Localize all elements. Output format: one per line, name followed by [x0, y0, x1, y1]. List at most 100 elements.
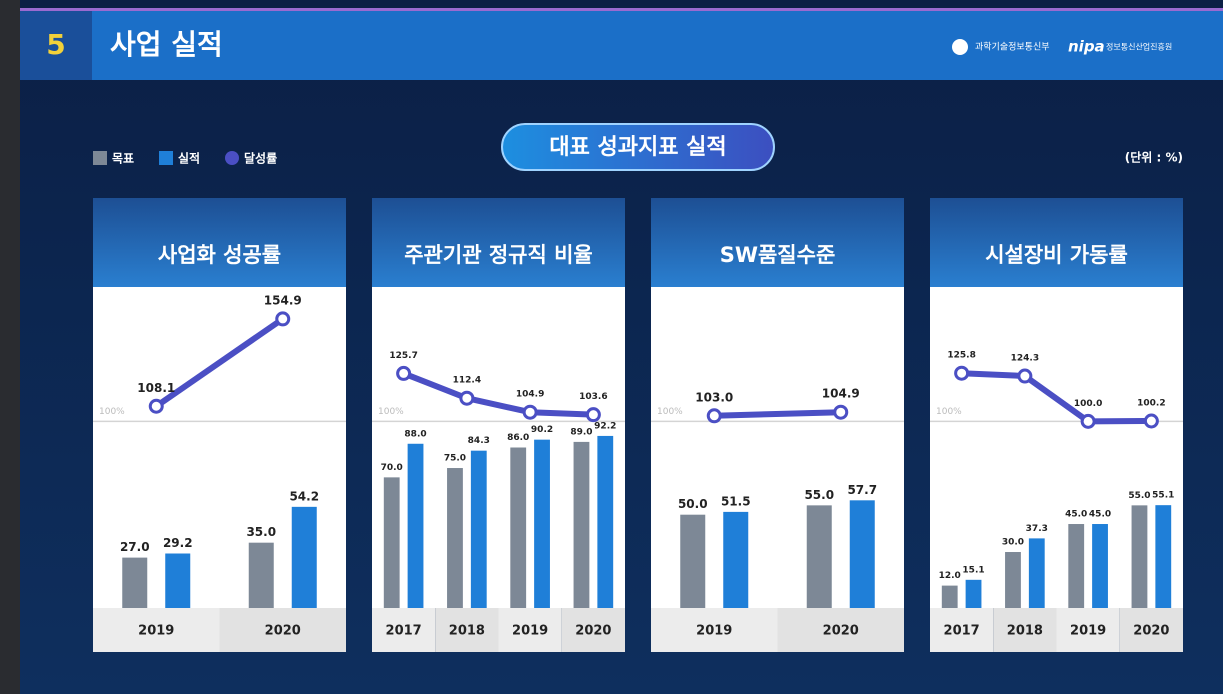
- bar: [122, 558, 147, 608]
- value-label: 86.0: [507, 433, 529, 443]
- panel-title: 사업화 성공률: [158, 243, 281, 267]
- x-tick-label: 2019: [696, 624, 732, 639]
- value-label: 154.9: [264, 293, 302, 307]
- value-label: 50.0: [678, 497, 708, 511]
- bar: [966, 580, 982, 608]
- x-tick-label: 2020: [823, 624, 859, 639]
- bar: [1155, 505, 1171, 608]
- x-tick-label: 2018: [449, 624, 485, 639]
- line-marker: [524, 406, 536, 418]
- value-label: 124.3: [1011, 354, 1039, 364]
- value-label: 54.2: [289, 489, 319, 503]
- bar: [408, 444, 424, 608]
- line-marker: [150, 400, 162, 412]
- value-label: 92.2: [594, 421, 616, 431]
- value-label: 55.0: [1128, 491, 1150, 501]
- bar: [292, 507, 317, 608]
- x-tick-label: 2017: [944, 624, 980, 639]
- bar: [597, 436, 613, 608]
- line-marker: [835, 406, 847, 418]
- bar: [249, 543, 274, 608]
- line-marker: [708, 410, 720, 422]
- logo-text: 과학기술정보통신부: [975, 42, 1050, 53]
- bar: [510, 448, 526, 609]
- x-tick-label: 2017: [386, 624, 422, 639]
- bar: [942, 586, 958, 608]
- value-label: 75.0: [444, 454, 466, 464]
- reference-label: 100%: [378, 407, 404, 417]
- line-marker: [956, 367, 968, 379]
- value-label: 103.0: [695, 390, 733, 404]
- line-marker: [277, 313, 289, 325]
- line-marker: [1082, 415, 1094, 427]
- value-label: 108.1: [137, 381, 175, 395]
- x-tick-label: 2020: [265, 624, 301, 639]
- bar: [807, 505, 832, 608]
- bar: [1005, 552, 1021, 608]
- value-label: 51.5: [721, 494, 751, 508]
- value-label: 57.7: [847, 483, 877, 497]
- bar: [1132, 505, 1148, 608]
- slide: 5 사업 실적 과학기술정보통신부 nipa 정보통신산업진흥원 대표 성과지표…: [0, 0, 1223, 694]
- legend-label: 실적: [178, 151, 200, 166]
- top-stripe: [20, 8, 1223, 11]
- line: [714, 412, 841, 416]
- x-tick-label: 2019: [512, 624, 548, 639]
- bar: [680, 515, 705, 608]
- value-label: 125.7: [389, 351, 417, 361]
- reference-label: 100%: [657, 407, 683, 417]
- page: 5 사업 실적 과학기술정보통신부 nipa 정보통신산업진흥원 대표 성과지표…: [0, 0, 1223, 694]
- logo-icon: [952, 39, 968, 55]
- value-label: 30.0: [1002, 538, 1024, 548]
- value-label: 35.0: [246, 525, 276, 539]
- x-tick-label: 2019: [138, 624, 174, 639]
- reference-label: 100%: [99, 407, 125, 417]
- x-tick-label: 2020: [1133, 624, 1169, 639]
- legend-swatch: [93, 151, 107, 165]
- value-label: 55.1: [1152, 491, 1174, 501]
- bar: [447, 468, 463, 608]
- bar: [1068, 524, 1084, 608]
- bar: [165, 554, 190, 608]
- value-label: 100.0: [1074, 399, 1102, 409]
- panel-title: 주관기관 정규직 비율: [404, 243, 593, 267]
- bar: [471, 451, 487, 608]
- header-title: 사업 실적: [110, 28, 223, 61]
- line-marker: [587, 409, 599, 421]
- bar: [850, 500, 875, 608]
- legend-label: 목표: [112, 152, 134, 166]
- subtitle: 대표 성과지표 실적: [549, 135, 726, 160]
- value-label: 70.0: [381, 463, 403, 473]
- legend-swatch: [225, 151, 239, 165]
- value-label: 100.2: [1137, 398, 1165, 408]
- value-label: 27.0: [120, 540, 150, 554]
- line-marker: [398, 367, 410, 379]
- value-label: 37.3: [1026, 524, 1048, 534]
- value-label: 15.1: [962, 565, 984, 575]
- bar: [384, 477, 400, 608]
- bar: [574, 442, 590, 608]
- value-label: 89.0: [570, 427, 592, 437]
- value-label: 84.3: [468, 436, 490, 446]
- value-label: 103.6: [579, 392, 607, 402]
- value-label: 104.9: [822, 387, 860, 401]
- value-label: 104.9: [516, 390, 544, 400]
- bar: [1029, 538, 1045, 608]
- bar: [534, 440, 550, 608]
- x-tick-label: 2020: [575, 624, 611, 639]
- bar: [1092, 524, 1108, 608]
- value-label: 45.0: [1065, 510, 1087, 520]
- reference-label: 100%: [936, 407, 962, 417]
- value-label: 55.0: [804, 488, 834, 502]
- legend-swatch: [159, 151, 173, 165]
- value-label: 29.2: [163, 536, 193, 550]
- x-tick-label: 2019: [1070, 624, 1106, 639]
- line-marker: [1145, 415, 1157, 427]
- logo-text: 정보통신산업진흥원: [1106, 42, 1172, 52]
- bar: [723, 512, 748, 608]
- value-label: 45.0: [1089, 510, 1111, 520]
- value-label: 112.4: [453, 376, 481, 386]
- line-marker: [461, 392, 473, 404]
- value-label: 88.0: [404, 429, 426, 439]
